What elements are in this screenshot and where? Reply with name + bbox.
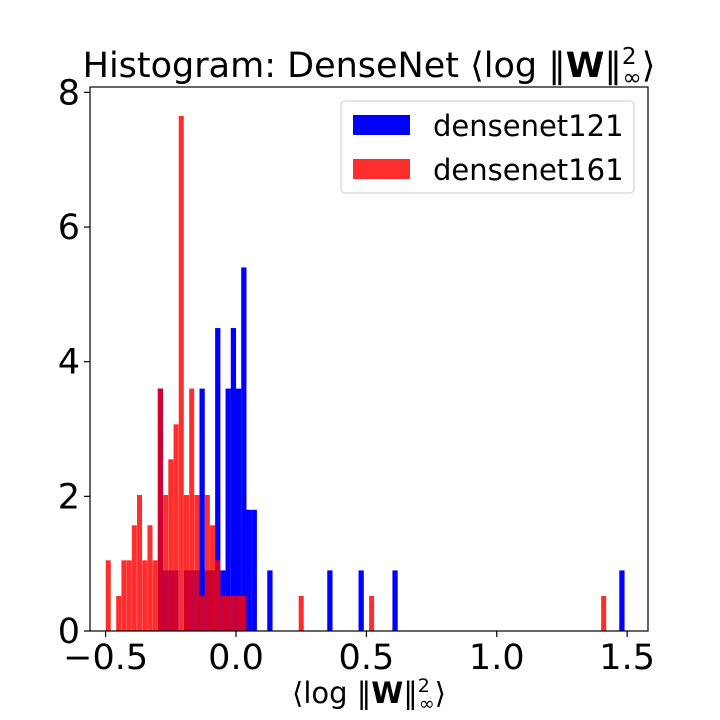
chart-title: Histogram: DenseNet ⟨log ‖W‖2 ∞⟩ (83, 44, 656, 91)
chart-title-sub: ∞ (623, 65, 642, 91)
histogram-bar (173, 424, 179, 631)
histogram-bar (236, 595, 242, 631)
axes-frame (89, 86, 649, 632)
histogram-bar (183, 495, 189, 631)
histogram-bar (105, 560, 111, 631)
histogram-bar (235, 388, 242, 631)
chart-title-bold: W (566, 46, 605, 86)
x-axis-label-prefix: ⟨log ‖ (292, 676, 371, 710)
histogram-bar (327, 570, 333, 631)
histogram-bar (251, 509, 257, 631)
histogram-bar (131, 525, 137, 631)
histogram-bar (358, 570, 364, 631)
x-tick-label: 0.5 (339, 638, 395, 678)
histogram-bar (225, 388, 231, 631)
histogram-bar (392, 570, 398, 631)
histogram-bar (121, 560, 127, 631)
histogram-bar (116, 595, 122, 631)
histogram-bar (225, 595, 231, 631)
x-axis-label-sub: ∞ (419, 693, 435, 715)
histogram-bar (199, 595, 205, 631)
histogram-bar (241, 267, 247, 631)
histogram-bar (178, 115, 184, 631)
chart-title-prefix: Histogram: DenseNet ⟨log ‖ (83, 46, 566, 86)
x-tick-label: 0.0 (208, 638, 264, 678)
histogram-bar (267, 570, 273, 631)
histogram-bar (298, 595, 304, 631)
histogram-bar (142, 560, 148, 631)
legend-label-densenet161: densenet161 (433, 153, 624, 187)
histogram-bar (126, 560, 132, 631)
x-tick-label: −0.5 (63, 638, 148, 678)
y-tick-label: 6 (58, 208, 80, 248)
histogram-bar (369, 595, 375, 631)
legend-swatch-densenet161 (353, 159, 410, 179)
x-axis-label-bold: W (371, 676, 403, 710)
x-tick-label: 1.0 (469, 638, 525, 678)
histogram-bar (230, 328, 237, 631)
chart-title-sup: 2 (622, 44, 637, 70)
histogram-bar (157, 388, 163, 631)
x-axis-label-suffix: ⟩ (435, 676, 446, 710)
histogram-bar (152, 560, 158, 631)
histogram-bar (163, 495, 169, 631)
legend-box (340, 100, 635, 194)
histogram-bar (619, 570, 625, 631)
series-densenet161 (105, 115, 607, 631)
plot-area: −0.5 0.0 0.5 1.0 1.5 0 2 4 6 8 (58, 73, 655, 678)
histogram-bar (215, 328, 221, 631)
chart-title-mid: ‖ (604, 46, 622, 86)
histogram-bar (230, 595, 236, 631)
histogram-bar (204, 495, 210, 631)
legend-label-densenet121: densenet121 (433, 109, 624, 143)
histogram-bar (194, 495, 200, 631)
y-tick-label: 0 (58, 612, 80, 652)
histogram-bar (246, 509, 252, 631)
x-axis-label-mid: ‖ (403, 676, 418, 710)
legend: densenet121 densenet161 (340, 100, 635, 194)
y-tick-label: 8 (58, 73, 80, 113)
histogram-bar (137, 495, 143, 631)
histogram-bar (220, 595, 226, 631)
histogram-bar (241, 595, 247, 631)
histogram-bar (147, 525, 153, 631)
series-densenet121 (157, 267, 625, 631)
histogram-bar (215, 560, 221, 631)
x-tick-label: 1.5 (599, 638, 655, 678)
x-axis-label-sup: 2 (418, 675, 430, 697)
histogram-bar (168, 459, 174, 631)
chart-title-suffix: ⟩ (642, 46, 656, 86)
legend-swatch-densenet121 (353, 115, 410, 135)
histogram-bar (601, 595, 607, 631)
y-tick-label: 2 (58, 477, 80, 517)
x-axis-label: ⟨log ‖W‖2 ∞⟩ (292, 675, 446, 715)
histogram-bar (199, 388, 205, 631)
y-tick-label: 4 (58, 343, 80, 383)
histogram-bar (189, 388, 195, 631)
histogram-bar (210, 525, 216, 631)
